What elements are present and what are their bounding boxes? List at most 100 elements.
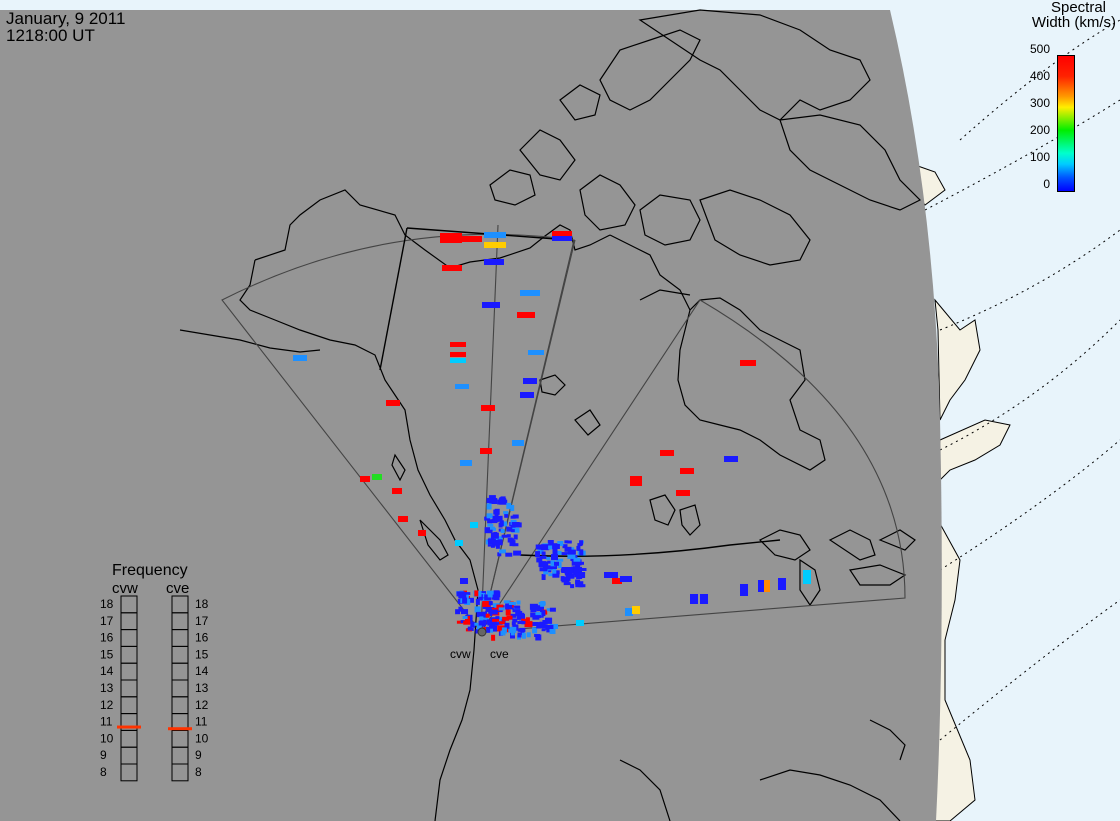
echo-cell [526, 632, 531, 638]
echo-cell [458, 606, 463, 612]
echo-cell [552, 567, 557, 574]
date-label: January, 9 2011 [6, 9, 126, 28]
echo-cell [535, 551, 541, 558]
echo-cell [554, 561, 559, 566]
echo-cell [497, 499, 506, 505]
echo-cell [740, 584, 748, 596]
echo-cell [510, 632, 515, 636]
echo-cell [485, 609, 492, 612]
echo-cell [549, 607, 556, 612]
echo-cell [508, 602, 516, 605]
echo-cell [484, 516, 491, 521]
echo-cell [562, 544, 568, 549]
echo-cell [442, 265, 462, 271]
echo-cell [552, 236, 572, 241]
echo-cell [543, 569, 549, 575]
echo-cell [398, 516, 408, 522]
echo-cell [468, 617, 473, 624]
echo-cell [549, 629, 556, 634]
echo-cell [575, 559, 582, 566]
echo-cell [462, 597, 468, 604]
echo-cell [456, 620, 463, 624]
frequency-label-right: 9 [195, 748, 202, 762]
echo-cell [517, 621, 526, 624]
frequency-label-right: 18 [195, 597, 209, 611]
echo-cell [502, 521, 507, 527]
frequency-col-cve: cve [166, 580, 189, 597]
frequency-title: Frequency [112, 562, 188, 579]
echo-cell [492, 618, 500, 622]
echo-cell [514, 605, 521, 609]
echo-cell [476, 625, 482, 630]
echo-cell [604, 572, 618, 578]
echo-cell [524, 621, 533, 628]
echo-cell [520, 290, 540, 296]
echo-cell [570, 584, 575, 589]
echo-cell [535, 544, 541, 550]
echo-cell [532, 627, 538, 634]
echo-cell [493, 509, 500, 515]
echo-cell [496, 617, 504, 623]
echo-cell [479, 619, 487, 625]
echo-cell [724, 456, 738, 462]
echo-cell [512, 514, 519, 519]
echo-cell [512, 618, 518, 623]
radar-label-cve: cve [490, 647, 509, 661]
frequency-label-right: 10 [195, 731, 209, 745]
echo-cell [455, 540, 463, 546]
echo-cell [499, 621, 506, 625]
echo-cell [460, 578, 468, 584]
echo-cell [485, 613, 490, 618]
echo-cell [480, 448, 492, 454]
frequency-label-left: 14 [100, 664, 114, 678]
echo-cell [495, 616, 500, 620]
echo-cell [501, 534, 508, 538]
echo-cell [557, 562, 562, 569]
echo-cell [563, 582, 571, 586]
colorbar-title-line2: Width (km/s) [1031, 14, 1116, 31]
grid-lines [924, 19, 1120, 741]
echo-cell [503, 600, 511, 604]
echo-cell [392, 488, 402, 494]
echo-cell [504, 511, 509, 518]
echo-cell [507, 537, 513, 543]
echo-cell [481, 405, 495, 411]
echo-cell [516, 600, 521, 605]
echo-cell [523, 378, 537, 384]
echo-cell [520, 392, 534, 398]
echo-cell [481, 593, 486, 598]
echo-cell [450, 342, 466, 347]
echo-cell [460, 460, 472, 466]
echo-cell [494, 619, 503, 625]
echo-cell [506, 502, 512, 509]
echo-cell [575, 581, 584, 588]
echo-cell [539, 567, 548, 572]
echo-cell [520, 629, 525, 636]
echo-cell [541, 551, 546, 556]
echo-cell [495, 544, 500, 549]
frequency-label-left: 11 [100, 715, 113, 729]
echo-cell [517, 628, 525, 632]
echo-cell [487, 594, 493, 598]
echo-cell [493, 531, 498, 537]
frequency-label-left: 13 [100, 681, 114, 695]
echo-cell [536, 605, 541, 612]
frequency-label-left: 17 [100, 614, 114, 628]
echo-cell [571, 559, 577, 566]
echo-cell [550, 560, 556, 567]
frequency-label-left: 16 [100, 631, 114, 645]
echo-cell [491, 607, 500, 611]
echo-cell [535, 634, 542, 641]
echo-cell [457, 598, 462, 604]
colorbar-title: Spectral Width (km/s) [1032, 0, 1116, 30]
echo-cell [505, 552, 513, 557]
echo-cell [690, 594, 698, 604]
echo-cell [546, 556, 551, 560]
echo-cell [528, 350, 544, 355]
echo-cell [517, 613, 525, 620]
echo-cell [490, 544, 495, 548]
echo-cell [475, 598, 480, 605]
echo-cell [576, 575, 583, 579]
echo-cell [486, 590, 494, 595]
echo-cell [482, 600, 491, 607]
